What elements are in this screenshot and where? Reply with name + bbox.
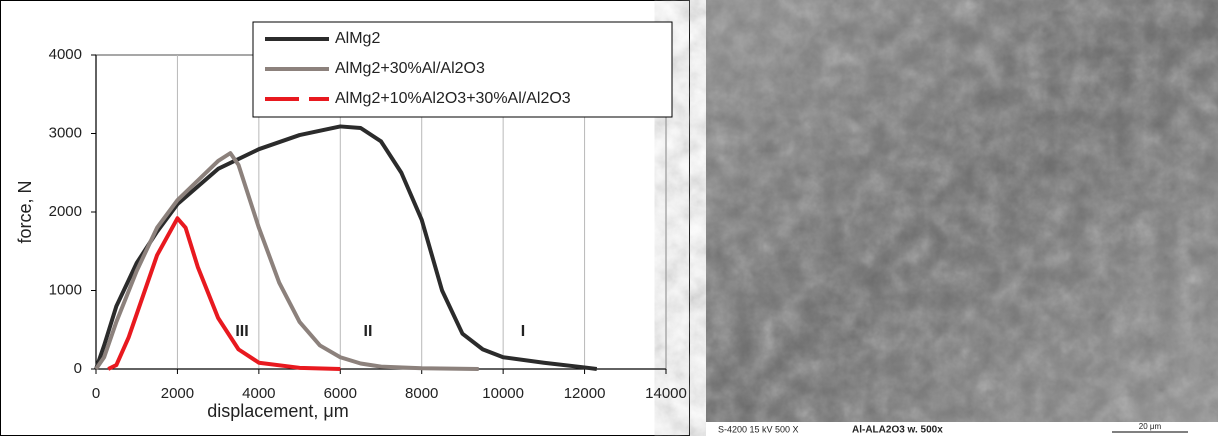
y-tick-label: 0 [74,360,82,377]
micrograph-label: Al-ALA2O3 w. 500x [852,425,943,436]
y-tick-label: 1000 [49,281,82,298]
x-tick-label: 10000 [482,385,524,402]
x-tick-label: 6000 [324,385,357,402]
x-tick-label: 8000 [405,385,438,402]
series-line [107,216,341,371]
x-tick-label: 0 [92,385,100,402]
series-line [94,151,479,371]
y-axis-label: force, N [15,180,35,243]
annotation: I [521,323,525,340]
x-tick-label: 2000 [161,385,194,402]
y-tick-label: 4000 [49,46,82,63]
legend-label: AlMg2+10%Al2O3+30%Al/Al2O3 [335,90,571,107]
y-tick-label: 3000 [49,124,82,141]
x-tick-label: 4000 [242,385,275,402]
annotation: III [235,323,248,340]
micrograph-bar [706,422,1218,436]
legend-label: AlMg2+30%Al/Al2O3 [335,60,485,77]
micrograph-scale: 20 μm [1139,422,1162,431]
micrograph-instrument: S-4200 15 kV 500 X [718,424,799,434]
legend-label: AlMg2 [335,30,380,47]
x-tick-label: 12000 [564,385,606,402]
micrograph-texture [706,0,1218,422]
y-tick-label: 2000 [49,203,82,220]
x-axis-label: displacement, μm [207,401,348,421]
micrograph: S-4200 15 kV 500 X Al-ALA2O3 w. 500x 20 … [706,0,1218,436]
annotation: II [364,323,373,340]
x-tick-label: 14000 [645,385,687,402]
